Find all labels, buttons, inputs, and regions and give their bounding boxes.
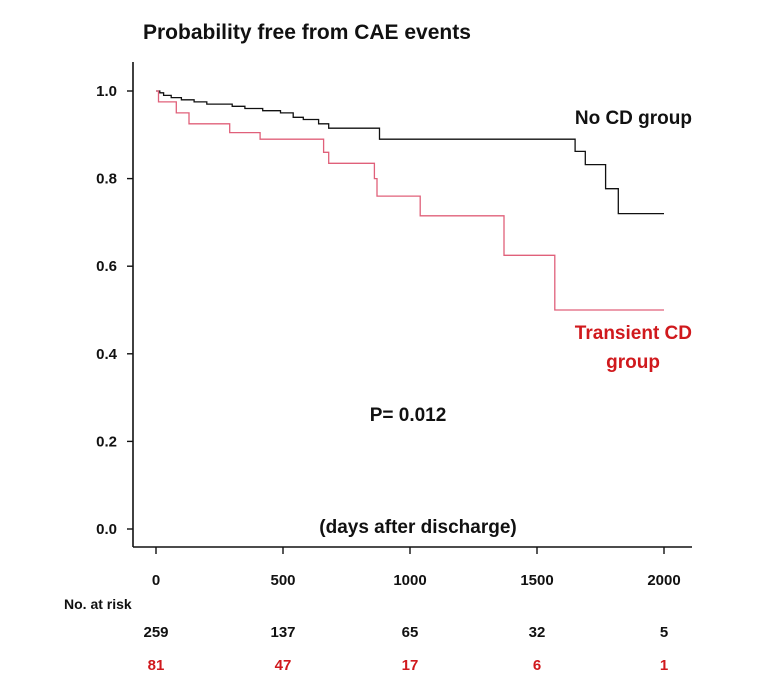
- curve-no-cd-group: [156, 90, 664, 215]
- series-label-no-cd: No CD group: [575, 108, 692, 129]
- axes: [132, 62, 692, 548]
- risk-value-no-cd: 137: [270, 624, 295, 641]
- p-value-annotation: P= 0.012: [370, 405, 447, 426]
- x-tick-label: 0: [152, 572, 160, 589]
- series-label-transient-cd-line2: group: [606, 352, 660, 373]
- risk-value-no-cd: 5: [660, 624, 668, 641]
- y-tick-label: 0.8: [96, 171, 117, 188]
- y-tick-label: 0.4: [96, 346, 118, 363]
- x-tick-label: 1000: [393, 572, 426, 589]
- x-tick-label: 2000: [647, 572, 680, 589]
- survival-curves: [156, 90, 664, 311]
- risk-table-heading: No. at risk: [64, 596, 132, 612]
- risk-value-transient-cd: 1: [660, 657, 668, 674]
- y-tick-label: 0.2: [96, 433, 117, 450]
- x-axis-label: (days after discharge): [319, 517, 516, 538]
- x-tick-label: 500: [270, 572, 295, 589]
- x-axis-ticks: 0 500 1000 1500 2000: [152, 547, 681, 589]
- y-axis-ticks: 0.0 0.2 0.4 0.6 0.8 1.0: [96, 83, 133, 538]
- risk-value-no-cd: 65: [402, 624, 419, 641]
- y-tick-label: 0.0: [96, 521, 117, 538]
- curve-transient-cd-group: [156, 90, 664, 311]
- risk-value-transient-cd: 17: [402, 657, 419, 674]
- risk-table: 259 137 65 32 5 81 47 17 6 1: [143, 624, 668, 674]
- y-tick-label: 0.6: [96, 258, 117, 275]
- series-label-transient-cd-line1: Transient CD: [575, 323, 692, 344]
- risk-value-transient-cd: 81: [148, 657, 165, 674]
- risk-value-transient-cd: 47: [275, 657, 292, 674]
- risk-value-transient-cd: 6: [533, 657, 541, 674]
- y-tick-label: 1.0: [96, 83, 117, 100]
- risk-value-no-cd: 32: [529, 624, 546, 641]
- x-tick-label: 1500: [520, 572, 553, 589]
- chart-title: Probability free from CAE events: [143, 21, 471, 44]
- risk-value-no-cd: 259: [143, 624, 168, 641]
